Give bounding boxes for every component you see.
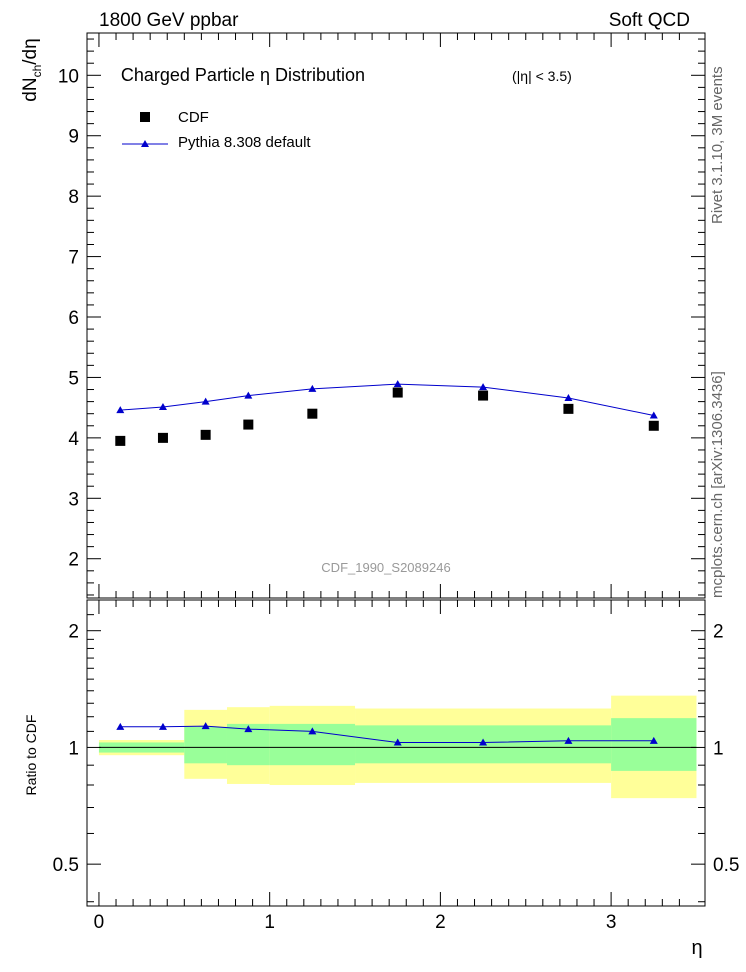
legend-label-cdf: CDF (178, 109, 209, 126)
pythia-point (649, 411, 658, 419)
legend-marker-cdf (140, 112, 150, 122)
cdf-point (648, 420, 659, 431)
ratio-point (564, 736, 573, 744)
side-label-version: Rivet 3.1.10, 3M events (709, 66, 726, 224)
x-tick-label: 0 (94, 912, 105, 933)
y-tick-label-ratio-right: 0.5 (713, 855, 739, 876)
y-tick-label-main: 2 (68, 550, 79, 571)
cdf-point (478, 390, 489, 401)
y-tick-label-main: 3 (68, 489, 79, 510)
cdf-point (392, 387, 403, 398)
main-panel: CDF_1990_S2089246 Charged Particle η Dis… (20, 32, 706, 599)
y-tick-label-main: 9 (68, 127, 79, 148)
ratio-point (116, 722, 125, 730)
pythia-point (393, 380, 402, 388)
legend: CDF Pythia 8.308 default (122, 109, 311, 151)
y-tick-label-ratio-right: 1 (713, 738, 724, 759)
y-tick-label-main: 6 (68, 308, 79, 329)
x-tick-label: 3 (606, 912, 617, 933)
y-tick-label-main: 7 (68, 248, 79, 269)
ratio-band-segment (611, 718, 697, 771)
pythia-line (120, 383, 654, 416)
x-tick-label: 2 (435, 912, 446, 933)
ratio-point (244, 725, 253, 733)
legend-marker-pythia (141, 140, 149, 147)
pythia-point (564, 393, 573, 401)
ratio-frame (86, 599, 706, 907)
main-frame (86, 32, 706, 599)
cdf-point (307, 408, 318, 419)
x-tick-label: 1 (264, 912, 275, 933)
side-label-source: mcplots.cern.ch [arXiv:1306.3436] (709, 371, 726, 598)
cdf-point (115, 435, 126, 446)
pythia-point (479, 383, 488, 391)
pythia-point (244, 391, 253, 399)
title-suffix: (|η| < 3.5) (512, 68, 572, 84)
y-tick-label-ratio: 1 (68, 738, 79, 759)
ratio-point (308, 727, 317, 735)
title-text: Charged Particle η Distribution (121, 65, 365, 85)
pythia-point (116, 406, 125, 414)
main-title: Charged Particle η Distribution (|η| < 3… (121, 65, 572, 85)
legend-label-pythia: Pythia 8.308 default (178, 134, 311, 151)
cdf-point (243, 419, 254, 430)
analysis-watermark: CDF_1990_S2089246 (321, 560, 450, 575)
pythia-point (201, 397, 210, 405)
cdf-point (200, 429, 211, 440)
ratio-point (393, 738, 402, 746)
y-tick-label-ratio-right: 2 (713, 622, 724, 643)
ratio-point (649, 736, 658, 744)
y-tick-label-ratio: 2 (68, 622, 79, 643)
ratio-panel: 0.5 0.5 1 1 2 2 0 1 2 3 Ratio to CDF η (23, 599, 739, 959)
y-axis-label-main: dNch/dη (20, 38, 44, 101)
y-tick-label-main: 10 (58, 66, 79, 87)
ratio-point (201, 722, 210, 730)
y-tick-label-main: 5 (68, 368, 79, 389)
ratio-band-segment (184, 726, 227, 764)
ratio-point (479, 738, 488, 746)
x-axis-label: η (691, 937, 702, 959)
y-tick-label-ratio: 0.5 (53, 855, 79, 876)
y-axis-label-ratio: Ratio to CDF (23, 715, 39, 796)
y-tick-label-main: 4 (68, 429, 79, 450)
cdf-point (157, 432, 168, 443)
header-right: Soft QCD (609, 10, 690, 31)
ratio-point (158, 722, 167, 730)
pythia-point (158, 403, 167, 411)
y-tick-label-main: 8 (68, 187, 79, 208)
header-left: 1800 GeV ppbar (99, 10, 239, 31)
cdf-point (563, 403, 574, 414)
pythia-point (308, 384, 317, 392)
